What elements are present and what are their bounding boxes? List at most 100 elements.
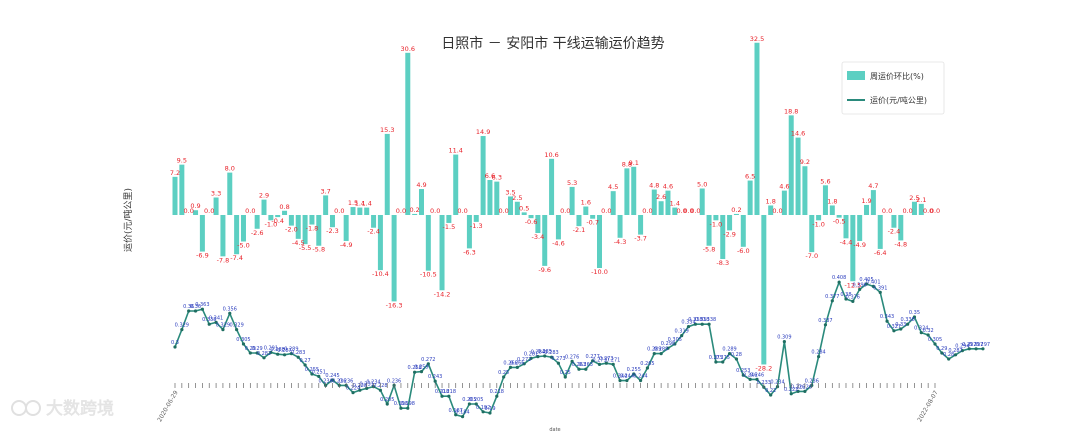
price-value-label: 0.356 — [223, 306, 237, 312]
price-value-label: 0.263 — [572, 362, 586, 368]
bar-value-label: 4.6 — [663, 183, 673, 191]
price-point — [221, 328, 225, 332]
price-value-label: 0.28 — [943, 352, 954, 358]
price-point — [858, 287, 862, 291]
price-point — [693, 322, 697, 326]
price-point — [926, 333, 930, 337]
price-point — [255, 351, 259, 355]
price-value-label: 0.244 — [620, 374, 634, 380]
price-point — [502, 375, 506, 379]
price-value-label: 0.255 — [627, 367, 641, 373]
price-value-label: 0.289 — [647, 347, 661, 353]
price-point — [447, 394, 451, 398]
change-bar — [672, 207, 678, 215]
price-point — [406, 406, 410, 410]
change-bar — [583, 206, 589, 215]
legend-bar-swatch — [847, 71, 865, 80]
bar-value-label: -4.3 — [614, 238, 627, 246]
bar-value-label: 0.0 — [930, 207, 940, 215]
bar-value-label: -4.6 — [552, 239, 565, 247]
price-point — [864, 282, 869, 286]
watermark-text: 大数跨境 — [46, 398, 114, 419]
price-point — [235, 328, 239, 332]
price-value-label: 0.218 — [435, 389, 449, 395]
x-axis-label: date — [549, 427, 560, 432]
bar-value-label: 2.5 — [512, 194, 522, 202]
bar-value-label: 0.0 — [334, 207, 344, 215]
bar-value-label: 7.2 — [170, 169, 180, 177]
price-label-group: 0.30.3290.360.360.3630.3380.3410.3290.35… — [171, 275, 990, 415]
bar-value-label: -10.5 — [420, 271, 437, 279]
price-value-label: 0.265 — [640, 361, 654, 367]
change-bar — [740, 215, 746, 247]
price-point — [454, 413, 458, 417]
price-point — [187, 309, 191, 313]
price-value-label: 0.396 — [853, 282, 867, 288]
bar-value-label: -2.0 — [285, 226, 298, 234]
bar-value-label: 0.0 — [204, 207, 214, 215]
bar-value-label: -2.6 — [251, 229, 264, 237]
price-point — [481, 410, 485, 414]
bar-value-label: -5.5 — [299, 244, 312, 252]
change-bar — [590, 215, 596, 219]
change-bar — [713, 215, 719, 221]
price-value-label: 0.309 — [777, 335, 791, 341]
bar-value-label: -3.7 — [634, 235, 647, 243]
price-value-label: 0.334 — [681, 320, 695, 326]
price-point — [460, 415, 465, 419]
price-point — [310, 372, 314, 376]
price-value-label: 0.27 — [300, 358, 311, 364]
bar-value-label: 0.0 — [184, 207, 194, 215]
price-point — [604, 361, 608, 365]
price-value-label: 0.33 — [895, 322, 906, 328]
bar-value-label: 1.8 — [827, 197, 837, 205]
price-value-label: 0.258 — [407, 365, 421, 371]
price-value-label: 0.273 — [551, 356, 565, 362]
price-value-label: 0.289 — [654, 347, 668, 353]
change-bar — [521, 212, 527, 215]
change-bar — [788, 115, 794, 215]
price-point — [878, 290, 882, 294]
change-bar — [405, 52, 411, 215]
bar-value-label: 0.0 — [690, 207, 700, 215]
legend: 周运价环比(%) 运价(元/吨公里) — [841, 61, 945, 115]
change-bar — [213, 197, 219, 215]
bar-value-label: 4.8 — [649, 182, 659, 190]
bar-value-label: 0.0 — [676, 207, 686, 215]
price-value-label: 0.259 — [414, 365, 428, 371]
price-value-label: 0.253 — [736, 368, 750, 374]
change-bar — [343, 215, 349, 241]
price-value-label: 0.276 — [565, 354, 579, 360]
bar-value-label: 3.7 — [320, 187, 330, 195]
price-value-label: 0.263 — [579, 362, 593, 368]
price-value-label: 0.234 — [366, 380, 380, 386]
bar-value-label: -7.0 — [805, 252, 818, 260]
price-point — [193, 309, 198, 313]
change-bar — [377, 215, 383, 271]
change-bar — [761, 215, 767, 365]
price-point — [632, 372, 636, 376]
price-value-label: 0.338 — [695, 317, 709, 323]
price-point — [262, 356, 266, 360]
price-value-label: 0.275 — [709, 355, 723, 361]
bar-value-label: -0.5 — [833, 218, 846, 226]
change-bar — [254, 215, 260, 229]
price-value-label: 0.272 — [421, 357, 435, 363]
price-point — [214, 320, 218, 324]
price-point — [611, 362, 615, 366]
bar-value-label: 15.3 — [380, 126, 394, 134]
bar-value-label: 0.2 — [731, 206, 741, 214]
price-point — [303, 363, 307, 367]
price-point — [844, 297, 848, 301]
change-bar — [480, 136, 486, 215]
price-value-label: 0.273 — [599, 356, 613, 362]
price-point — [351, 391, 355, 395]
price-point — [906, 322, 910, 326]
bar-value-label: 9.1 — [629, 159, 639, 167]
bar-value-label: 1.4 — [670, 200, 680, 208]
price-value-label: 0.285 — [538, 349, 552, 355]
price-point — [933, 342, 937, 346]
price-value-label: 0.3 — [171, 340, 179, 346]
change-bar — [364, 207, 370, 215]
